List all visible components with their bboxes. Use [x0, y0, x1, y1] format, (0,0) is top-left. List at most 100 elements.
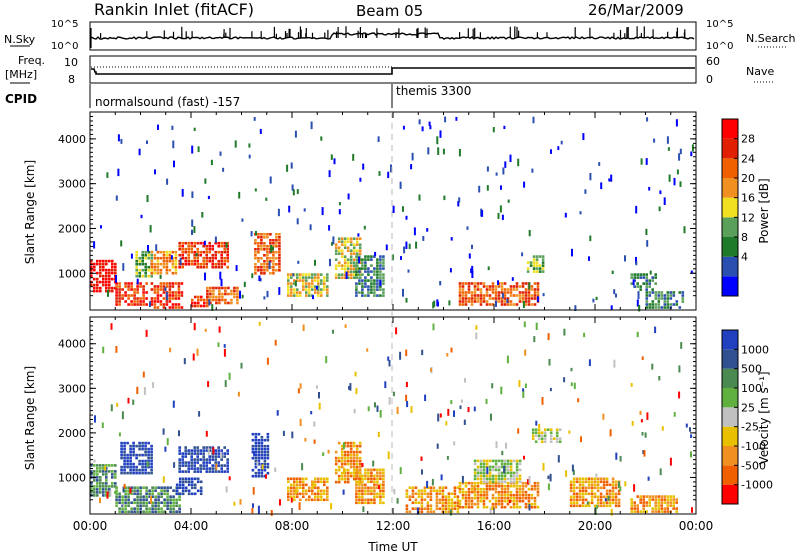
- power-cell: [226, 265, 229, 269]
- power-cell: [99, 286, 102, 290]
- velocity-speckle: [459, 405, 462, 410]
- velocity-cell: [379, 468, 382, 472]
- velocity-cell: [654, 495, 657, 498]
- velocity-cell: [605, 480, 609, 484]
- velocity-cell: [584, 480, 588, 484]
- power-cell: [93, 289, 96, 293]
- power-speckle: [615, 293, 617, 298]
- power-cell: [314, 273, 317, 276]
- velocity-speckle: [461, 475, 464, 483]
- power-cell: [491, 285, 495, 288]
- velocity-cell: [663, 501, 666, 504]
- power-cell: [93, 262, 96, 266]
- velocity-cell: [193, 492, 197, 496]
- power-speckle: [254, 188, 257, 192]
- power-cell: [93, 286, 96, 290]
- power-cell: [373, 267, 376, 270]
- velocity-cell: [130, 486, 133, 489]
- power-cell: [211, 265, 214, 269]
- power-cell: [211, 256, 214, 260]
- power-cell: [382, 261, 385, 264]
- velocity-cell: [169, 501, 172, 504]
- velocity-cell: [405, 495, 409, 498]
- power-cell: [533, 294, 537, 297]
- velocity-cell: [420, 489, 424, 492]
- power-cell: [212, 292, 215, 296]
- velocity-cell: [105, 488, 108, 491]
- velocity-region-14: [630, 495, 678, 513]
- power-cell: [464, 300, 468, 303]
- velocity-cell: [118, 492, 121, 495]
- power-cell: [376, 294, 379, 297]
- power-cell: [382, 264, 385, 267]
- power-speckle: [296, 189, 299, 194]
- power-speckle: [268, 261, 271, 270]
- velocity-cell: [99, 467, 102, 470]
- power-cell: [645, 294, 649, 297]
- power-speckle: [405, 241, 408, 249]
- velocity-cell: [672, 501, 675, 504]
- power-cell: [645, 279, 648, 282]
- velocity-cell: [361, 498, 364, 502]
- velocity-cell: [509, 480, 513, 484]
- power-cell: [461, 297, 465, 300]
- velocity-cell: [488, 499, 492, 503]
- velocity-speckle: [261, 464, 264, 470]
- velocity-cell: [178, 507, 181, 510]
- power-speckle: [449, 268, 452, 273]
- power-cell: [260, 242, 263, 245]
- velocity-cell: [352, 474, 356, 478]
- velocity-cell: [346, 477, 350, 481]
- power-cell: [127, 288, 130, 291]
- velocity-cell: [99, 476, 102, 479]
- power-cell: [349, 276, 353, 279]
- power-cell: [145, 291, 148, 294]
- velocity-cell: [205, 467, 208, 470]
- power-cell: [485, 288, 489, 291]
- velocity-cell: [666, 510, 669, 513]
- power-cell: [287, 291, 290, 294]
- power-cell: [530, 288, 534, 291]
- power-cell: [343, 243, 347, 246]
- velocity-speckle: [256, 461, 259, 467]
- power-cell: [130, 303, 133, 306]
- power-cell: [355, 291, 358, 294]
- power-cell: [177, 285, 181, 288]
- power-cell: [476, 285, 480, 288]
- power-cell: [500, 297, 504, 300]
- power-cell: [521, 294, 525, 297]
- power-speckle: [328, 225, 331, 231]
- power-cell: [257, 251, 260, 254]
- power-cell: [136, 303, 139, 306]
- velocity-cell: [479, 468, 483, 472]
- power-speckle: [379, 280, 382, 287]
- velocity-cell: [444, 498, 448, 501]
- velocity-speckle: [225, 486, 228, 493]
- power-cell: [168, 294, 172, 297]
- power-cell: [681, 291, 685, 294]
- velocity-cell: [575, 501, 579, 505]
- power-cell: [226, 244, 229, 248]
- power-cell: [376, 264, 379, 267]
- velocity-colorbar-swatch: [722, 484, 738, 504]
- power-cell: [290, 285, 293, 288]
- velocity-cell: [509, 462, 513, 466]
- power-speckle: [219, 151, 222, 156]
- power-region-12: [458, 282, 540, 306]
- power-cell: [299, 279, 302, 282]
- time-x-axis: 00:00 04:00 08:00 12:00 16:00 20:00 00:00: [73, 112, 713, 533]
- velocity-cell: [349, 474, 353, 478]
- power-cell: [275, 239, 278, 242]
- velocity-cell: [533, 502, 537, 506]
- power-cell: [666, 300, 670, 303]
- power-cell: [108, 259, 111, 263]
- velocity-cell: [136, 486, 139, 489]
- power-cell: [233, 286, 236, 290]
- velocity-cell: [364, 492, 367, 496]
- power-cell: [470, 294, 474, 297]
- power-cell: [187, 262, 190, 266]
- velocity-speckle: [449, 509, 452, 516]
- power-cell: [370, 258, 373, 261]
- velocity-cell: [343, 459, 347, 463]
- velocity-speckle: [372, 460, 375, 467]
